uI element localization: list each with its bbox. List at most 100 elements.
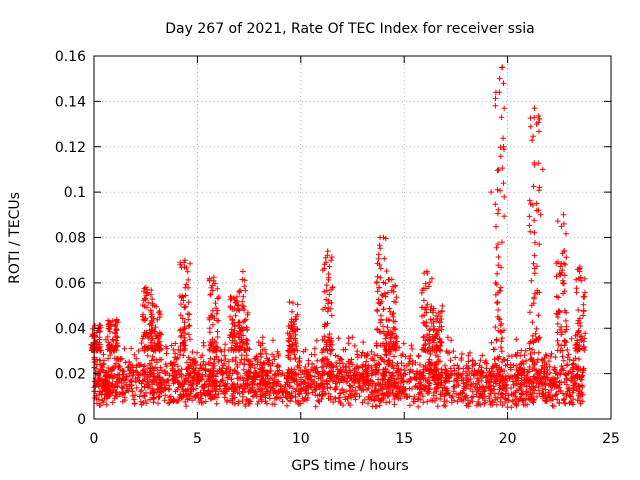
data-point [161, 386, 167, 393]
data-point [550, 375, 556, 381]
data-point [177, 392, 183, 398]
data-point [194, 379, 201, 385]
data-point [335, 335, 342, 342]
data-point [529, 390, 535, 396]
data-point [527, 351, 534, 357]
data-point [524, 369, 531, 375]
data-point [287, 356, 294, 362]
data-point [435, 366, 441, 372]
data-point [143, 343, 149, 350]
data-point [189, 397, 195, 403]
data-point [492, 280, 499, 286]
data-point-peak [560, 212, 567, 218]
data-point [233, 355, 239, 361]
data-point [183, 403, 189, 409]
data-point [128, 367, 134, 373]
data-point [388, 375, 394, 382]
data-point [374, 403, 380, 409]
data-point [561, 248, 568, 254]
data-point [581, 347, 588, 353]
data-point [166, 394, 172, 400]
data-point [189, 381, 196, 388]
data-point [510, 381, 517, 388]
y-tick-label: 0 [77, 412, 86, 428]
data-point [573, 285, 580, 291]
data-point [251, 377, 257, 383]
data-point [534, 263, 540, 270]
data-point [510, 399, 516, 405]
data-point [524, 392, 530, 398]
data-point [298, 385, 304, 392]
data-point [96, 322, 103, 328]
data-point-peak [498, 114, 505, 121]
data-point [436, 336, 443, 343]
data-point [96, 339, 103, 346]
data-point [316, 399, 323, 405]
data-point [494, 187, 501, 193]
data-point [582, 276, 588, 282]
data-point [541, 368, 547, 375]
data-point [406, 393, 413, 400]
data-point [141, 392, 148, 399]
data-point [242, 277, 248, 283]
data-point [493, 292, 499, 298]
data-point [306, 374, 313, 381]
data-point [499, 391, 506, 398]
data-point [355, 354, 361, 361]
data-point [479, 391, 486, 397]
data-point [289, 393, 295, 399]
data-point [467, 383, 474, 390]
data-point [565, 351, 572, 358]
data-point [286, 369, 292, 376]
data-point [544, 352, 550, 359]
data-point [210, 307, 216, 314]
data-point [189, 349, 196, 355]
data-point [544, 367, 551, 373]
data-point [156, 308, 163, 314]
data-point [148, 339, 154, 346]
data-point [171, 370, 177, 376]
data-point [438, 391, 444, 398]
data-point [501, 213, 507, 220]
data-point [329, 254, 335, 260]
data-point [391, 396, 397, 402]
data-point [474, 376, 480, 382]
data-point [194, 350, 200, 356]
data-point [197, 395, 204, 402]
data-point [258, 397, 265, 403]
data-point [154, 373, 161, 380]
data-point [486, 393, 493, 399]
data-point [231, 320, 237, 326]
data-point [547, 370, 553, 376]
data-point [568, 377, 574, 384]
data-point [232, 338, 238, 344]
data-point [363, 358, 369, 365]
data-point [265, 390, 271, 396]
data-point [115, 371, 121, 378]
data-point [326, 369, 332, 376]
data-point-peak [577, 264, 583, 270]
data-point [390, 346, 396, 353]
data-point [348, 392, 354, 399]
data-point [219, 388, 225, 395]
data-point [324, 380, 330, 387]
data-point [372, 396, 378, 402]
data-point [407, 359, 413, 365]
data-point [353, 371, 360, 377]
data-point [178, 334, 184, 340]
data-point [378, 265, 384, 272]
data-point [231, 367, 238, 374]
data-point [557, 263, 564, 270]
data-point [492, 201, 499, 208]
data-point [473, 391, 480, 397]
data-point [521, 352, 528, 358]
data-point [138, 340, 145, 346]
data-point [100, 385, 107, 391]
data-point [413, 371, 420, 377]
data-point [578, 277, 584, 284]
data-point [534, 374, 540, 381]
data-point [318, 358, 325, 364]
data-point [420, 375, 427, 382]
data-point [105, 339, 111, 346]
